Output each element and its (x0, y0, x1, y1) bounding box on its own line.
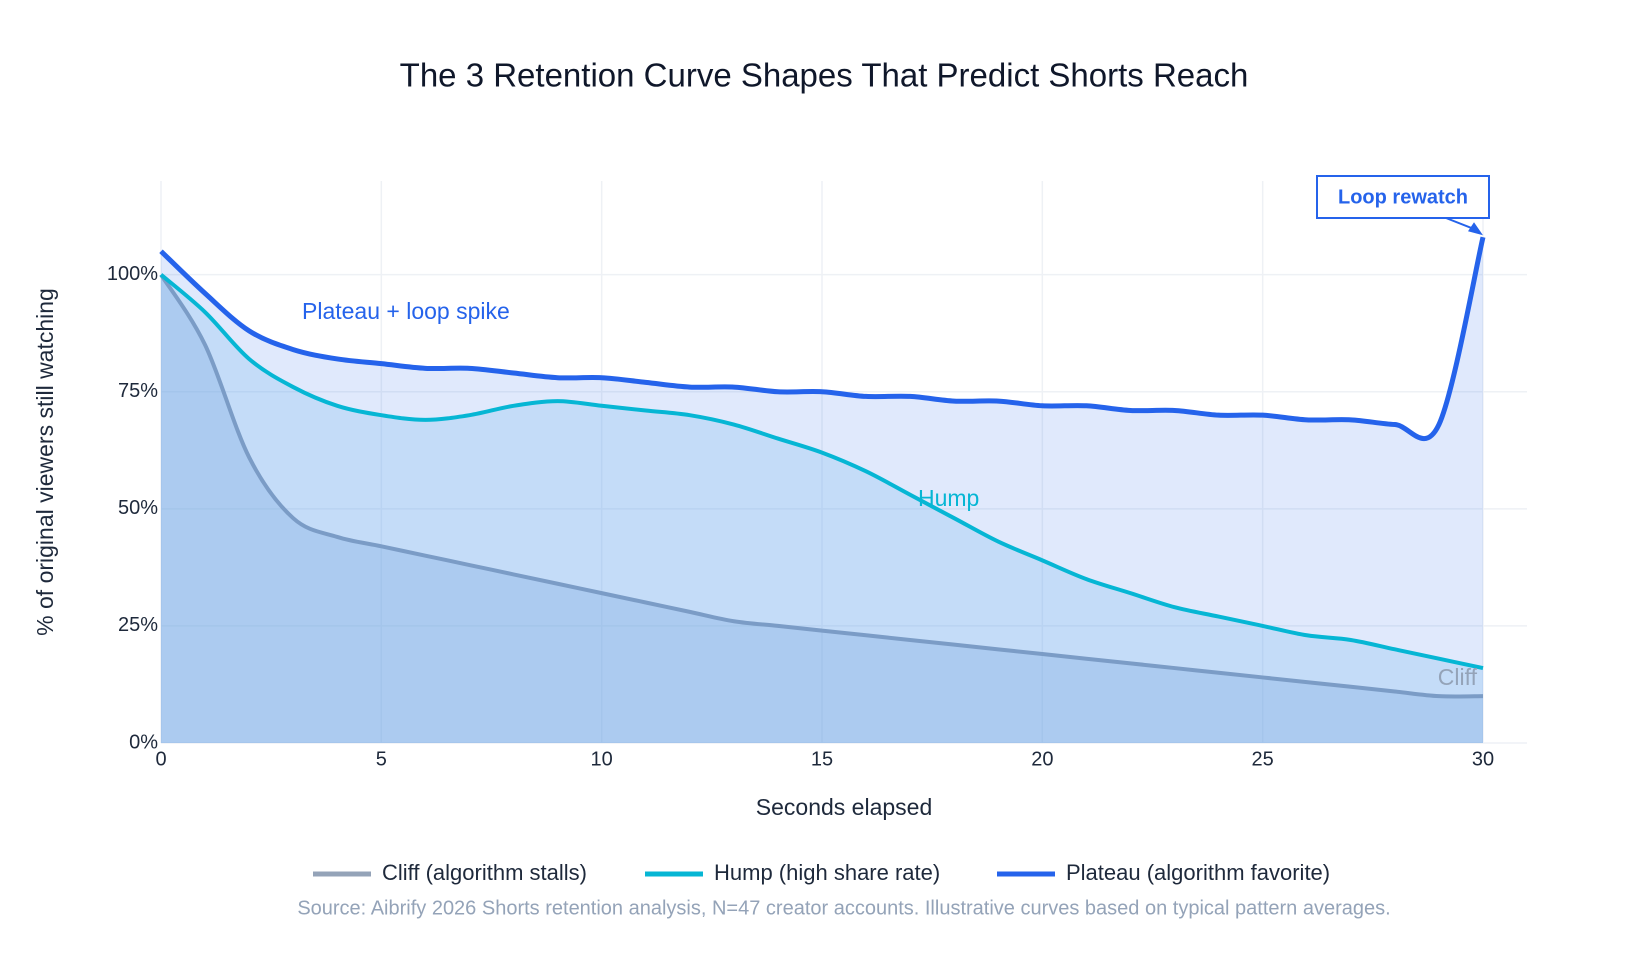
y-axis-title: % of original viewers still watching (32, 288, 58, 636)
y-tick-label: 50% (118, 497, 158, 519)
y-tick-label: 75% (118, 380, 158, 402)
legend-label: Plateau (algorithm favorite) (1066, 860, 1330, 885)
annotation-box (1316, 175, 1490, 219)
x-tick-label: 25 (1252, 748, 1274, 770)
annotation: Plateau + loop spike (302, 298, 510, 324)
area-fill (161, 274, 1483, 743)
x-axis-title: Seconds elapsed (756, 794, 932, 820)
x-tick-label: 5 (376, 748, 387, 770)
x-tick-label: 30 (1472, 748, 1494, 770)
chart-title: The 3 Retention Curve Shapes That Predic… (400, 57, 1249, 94)
x-tick-label: 10 (591, 748, 613, 770)
y-tick-label: 100% (107, 263, 158, 285)
y-tick-label: 0% (129, 731, 158, 753)
legend-label: Hump (high share rate) (714, 860, 940, 885)
series-line (159, 273, 1484, 699)
arrow-head (1468, 222, 1483, 236)
source-note: Source: Aibrify 2026 Shorts retention an… (297, 897, 1390, 919)
legend-label: Cliff (algorithm stalls) (382, 860, 587, 885)
annotation: Hump (918, 485, 979, 511)
series-line (159, 236, 1486, 441)
area-fill (161, 237, 1483, 743)
area-fill (161, 274, 1483, 743)
x-tick-label: 20 (1031, 748, 1053, 770)
y-tick-label: 25% (118, 614, 158, 636)
x-tick-label: 15 (811, 748, 833, 770)
x-tick-label: 0 (155, 748, 166, 770)
annotation: Loop rewatch (1338, 186, 1468, 208)
annotation: Cliff (1438, 664, 1478, 690)
series-line (159, 273, 1484, 671)
